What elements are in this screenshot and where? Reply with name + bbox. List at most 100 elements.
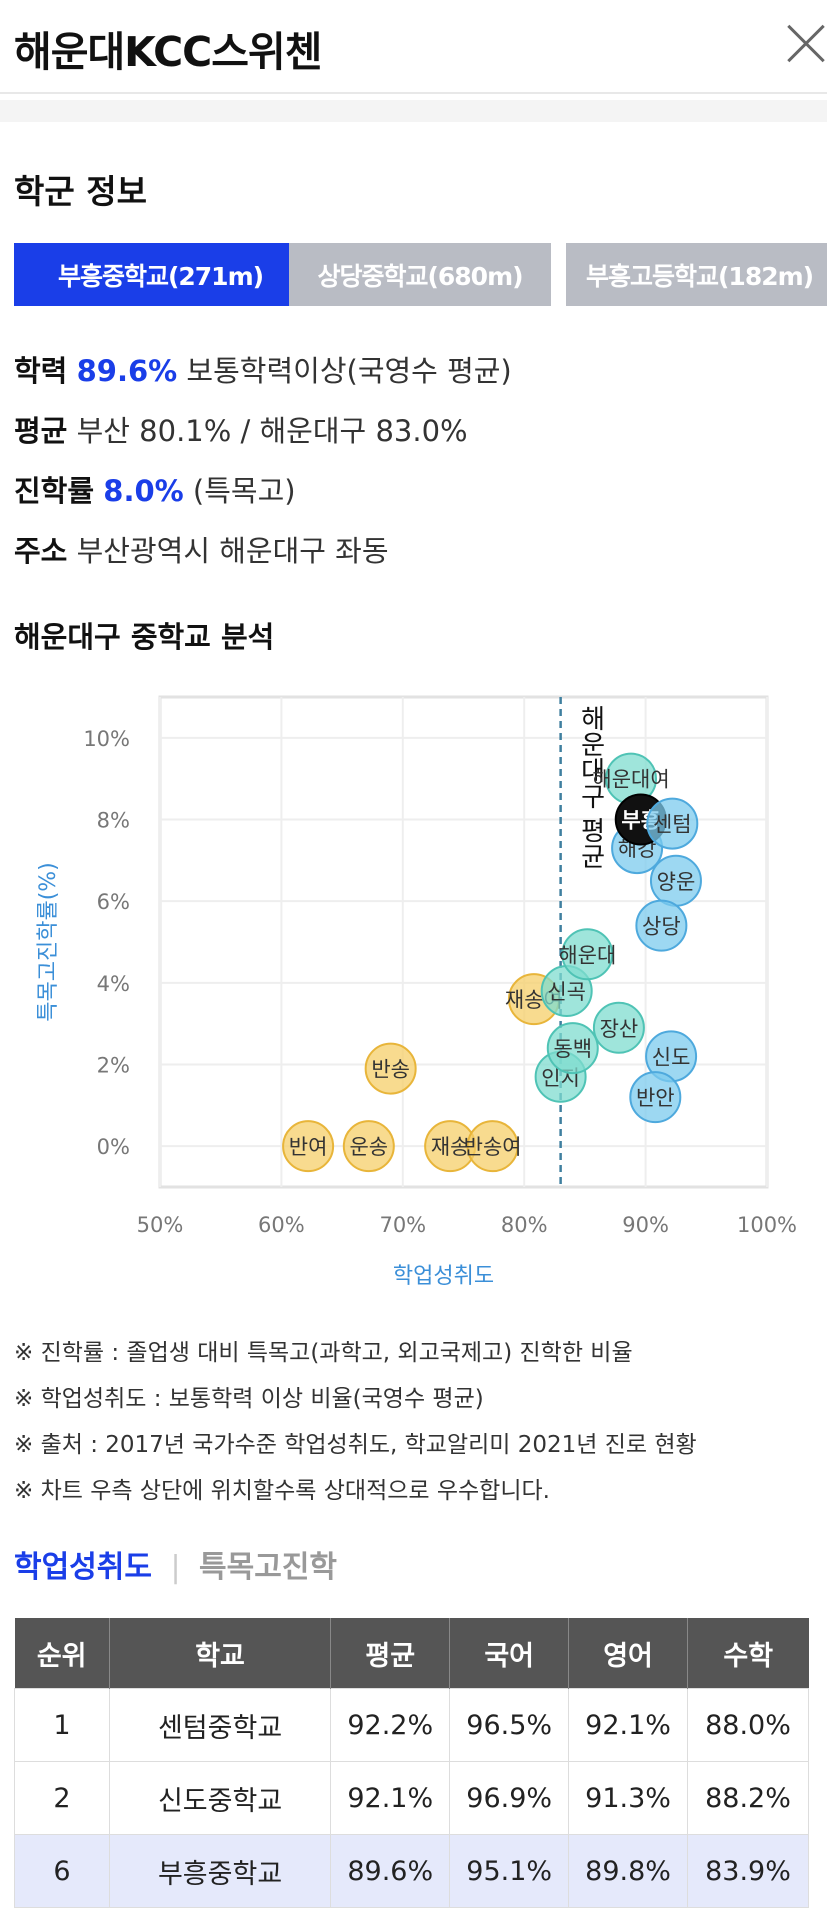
cell-school: 부흥중학교: [108, 1834, 332, 1908]
cell-rank: 2: [14, 1761, 110, 1835]
data-point-label: 해운대여: [592, 768, 669, 792]
data-point-label: 신도: [652, 1045, 691, 1069]
data-point: [592, 1001, 645, 1054]
y-tick-label: 8%: [97, 809, 130, 833]
advance-label: 진학률: [14, 474, 95, 508]
th-rank: 순위: [14, 1618, 110, 1689]
cell-korean: 96.5%: [449, 1688, 570, 1762]
th-korean: 국어: [449, 1618, 570, 1689]
data-point-label: 해운대: [558, 943, 616, 967]
cell-average: 92.1%: [330, 1761, 451, 1835]
advance-value: 8.0%: [103, 474, 184, 508]
data-point-label: 반송여: [464, 1135, 522, 1159]
data-point: [629, 1071, 682, 1124]
cell-english: 89.8%: [568, 1834, 689, 1908]
achievement-label: 학력: [14, 354, 68, 388]
x-tick-label: 100%: [737, 1213, 797, 1237]
data-point-label: 반여: [289, 1135, 328, 1159]
cell-math: 88.2%: [687, 1761, 809, 1835]
table-header-row: 순위 학교 평균 국어 영어 수학: [14, 1618, 809, 1689]
close-icon[interactable]: [783, 22, 827, 66]
cell-school: 신도중학교: [108, 1761, 332, 1835]
data-point-label: 양운: [657, 870, 696, 894]
cell-korean: 96.9%: [449, 1761, 570, 1835]
scatter-chart: 50% 60% 70% 80% 90% 100% 0% 2% 4% 6% 8% 10% 해운대구 평균반…: [36, 695, 797, 1289]
x-tick-label: 90%: [622, 1213, 669, 1237]
reference-line-label: 해운대구 평균: [576, 705, 606, 869]
subtab-achievement[interactable]: 학업성취도: [14, 1550, 152, 1585]
cell-math: 83.9%: [687, 1834, 809, 1908]
data-point-label: 상당: [642, 915, 681, 939]
achievement-value: 89.6%: [76, 354, 178, 388]
data-point: [364, 1042, 417, 1095]
subtabs: 학업성취도 | 특목고진학: [14, 1542, 337, 1586]
subtab-separator: |: [170, 1550, 181, 1585]
data-point: [342, 1120, 395, 1173]
table-row-highlighted[interactable]: 6 부흥중학교 89.6% 95.1% 89.8% 83.9%: [14, 1834, 809, 1908]
analysis-title: 해운대구 중학교 분석: [14, 620, 275, 654]
cell-math: 88.0%: [687, 1688, 809, 1762]
data-point-label: 반송: [371, 1058, 410, 1082]
cell-average: 92.2%: [330, 1688, 451, 1762]
notes: ※ 진학률 : 졸업생 대비 특목고(과학고, 외고국제고) 진학한 비율 ※ …: [14, 1330, 697, 1514]
cell-english: 91.3%: [568, 1761, 689, 1835]
address-label: 주소: [14, 534, 68, 568]
divider-band: [0, 100, 827, 122]
x-tick-label: 80%: [501, 1213, 548, 1237]
tab-school-0[interactable]: 부흥중학교(271m): [14, 243, 307, 306]
data-point-label: 반안: [636, 1086, 675, 1110]
y-tick-label: 2%: [97, 1054, 130, 1078]
data-point-label: 재송: [431, 1135, 470, 1159]
y-axis-label: 특목고진학률(%): [36, 862, 61, 1022]
table-row[interactable]: 1 센텀중학교 92.2% 96.5% 92.1% 88.0%: [14, 1688, 809, 1762]
page-title: 해운대KCC스위첸: [14, 28, 322, 76]
note-0: ※ 진학률 : 졸업생 대비 특목고(과학고, 외고국제고) 진학한 비율: [14, 1340, 633, 1366]
x-axis-label: 학업성취도: [393, 1264, 494, 1289]
header-bar: 해운대KCC스위첸: [0, 0, 827, 94]
data-point: [466, 1120, 519, 1173]
x-tick-label: 70%: [379, 1213, 426, 1237]
tab-school-2[interactable]: 부흥고등학교(182m): [566, 243, 827, 306]
achievement-desc: 보통학력이상(국영수 평균): [186, 354, 512, 388]
note-2: ※ 출처 : 2017년 국가수준 학업성취도, 학교알리미 2021년 진로 …: [14, 1432, 697, 1458]
cell-korean: 95.1%: [449, 1834, 570, 1908]
tab-school-1[interactable]: 상당중학교(680m): [289, 243, 551, 306]
y-tick-label: 4%: [97, 972, 130, 996]
y-tick-label: 10%: [83, 727, 130, 751]
th-english: 영어: [568, 1618, 689, 1689]
achievement-row: 학력 89.6% 보통학력이상(국영수 평균): [14, 348, 512, 390]
school-tabs: 부흥중학교(271m) 상당중학교(680m) 부흥고등학교(182m): [0, 243, 827, 306]
address-value: 부산광역시 해운대구 좌동: [76, 534, 389, 568]
advance-row: 진학률 8.0% (특목고): [14, 468, 296, 510]
th-school: 학교: [109, 1618, 332, 1689]
data-point-label: 운송: [349, 1135, 388, 1159]
data-point-label: 동백: [553, 1037, 592, 1061]
address-row: 주소 부산광역시 해운대구 좌동: [14, 528, 389, 570]
ranking-table: 순위 학교 평균 국어 영어 수학 1 센텀중학교 92.2% 96.5% 92…: [14, 1618, 809, 1908]
x-tick-label: 50%: [137, 1213, 184, 1237]
x-tick-label: 60%: [258, 1213, 305, 1237]
section-title: 학군 정보: [14, 172, 147, 211]
data-point: [546, 1022, 599, 1075]
average-label: 평균: [14, 414, 68, 448]
cell-english: 92.1%: [568, 1688, 689, 1762]
table-row[interactable]: 2 신도중학교 92.1% 96.9% 91.3% 88.2%: [14, 1761, 809, 1835]
data-point: [561, 928, 614, 981]
average-value: 부산 80.1% / 해운대구 83.0%: [76, 414, 468, 448]
data-point-label: 장산: [600, 1017, 639, 1041]
subtab-advance[interactable]: 특목고진학: [199, 1550, 338, 1585]
data-point-label: 센텀: [653, 813, 692, 837]
note-1: ※ 학업성취도 : 보통학력 이상 비율(국영수 평균): [14, 1386, 484, 1412]
data-point-label: 신곡: [547, 980, 586, 1004]
data-point: [282, 1120, 335, 1173]
y-tick-label: 0%: [97, 1135, 130, 1159]
cell-rank: 6: [14, 1834, 110, 1908]
cell-rank: 1: [14, 1688, 110, 1762]
cell-average: 89.6%: [330, 1834, 451, 1908]
y-tick-label: 6%: [97, 890, 130, 914]
th-average: 평균: [330, 1618, 451, 1689]
advance-desc: (특목고): [192, 474, 296, 508]
th-math: 수학: [687, 1618, 809, 1689]
average-row: 평균 부산 80.1% / 해운대구 83.0%: [14, 408, 468, 450]
data-point: [646, 797, 699, 850]
